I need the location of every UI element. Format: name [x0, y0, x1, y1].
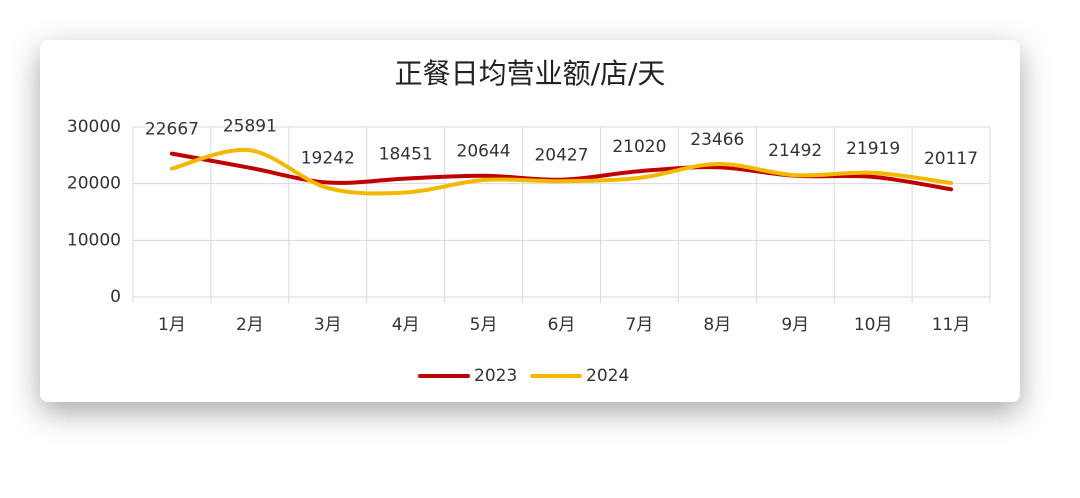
data-label: 21492 — [768, 141, 822, 161]
x-tick-label: 6月 — [548, 315, 576, 335]
x-tick-label: 11月 — [932, 315, 971, 335]
series-line — [169, 147, 954, 196]
x-tick-label: 9月 — [781, 315, 809, 335]
chart-card — [40, 40, 1020, 402]
x-tick-label: 4月 — [392, 315, 420, 335]
y-tick-label: 20000 — [67, 174, 121, 194]
y-tick-label: 10000 — [67, 230, 121, 250]
x-tick-label: 5月 — [470, 315, 498, 335]
data-label: 20644 — [457, 142, 511, 162]
legend-label: 2024 — [586, 366, 629, 386]
y-tick-label: 0 — [110, 287, 121, 307]
x-tick-label: 8月 — [703, 315, 731, 335]
x-tick-label: 3月 — [314, 315, 342, 335]
data-label: 18451 — [379, 145, 433, 165]
legend-label: 2023 — [474, 366, 517, 386]
chart-title: 正餐日均营业额/店/天 — [395, 57, 666, 90]
x-tick-label: 1月 — [158, 315, 186, 335]
data-label: 23466 — [690, 130, 744, 150]
x-tick-label: 2月 — [236, 315, 264, 335]
data-label: 19242 — [301, 149, 355, 169]
data-label: 21919 — [846, 139, 900, 159]
x-tick-label: 7月 — [625, 315, 653, 335]
data-label: 20427 — [534, 146, 588, 166]
data-label: 22667 — [145, 120, 199, 140]
data-label: 20117 — [924, 149, 978, 169]
y-tick-label: 30000 — [67, 117, 121, 137]
data-label: 21020 — [612, 137, 666, 157]
x-tick-label: 10月 — [854, 315, 893, 335]
data-label: 25891 — [223, 116, 277, 136]
